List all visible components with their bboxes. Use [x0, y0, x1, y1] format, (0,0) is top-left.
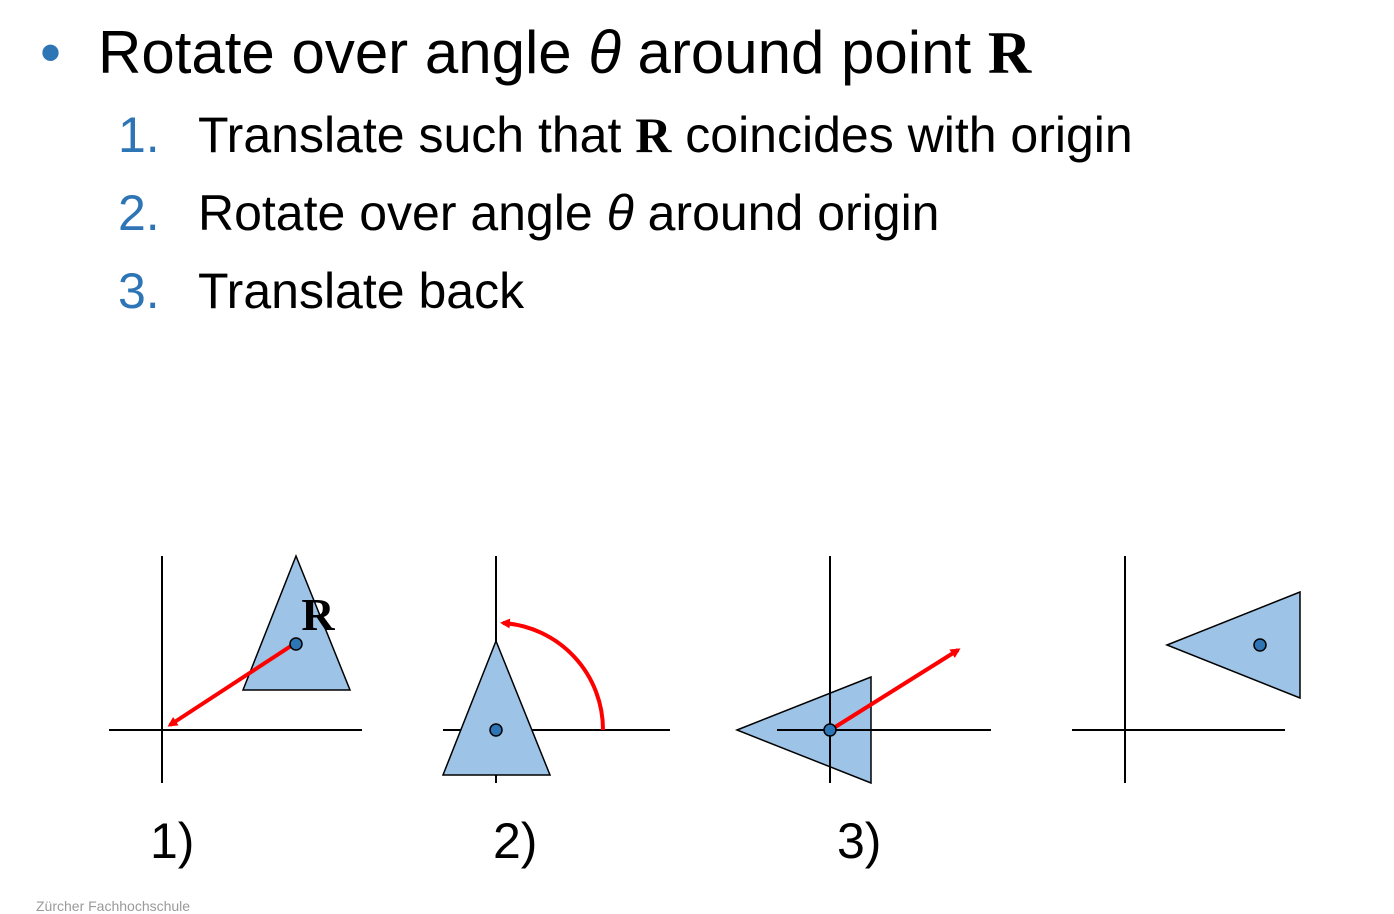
- step-3-text-pre: Translate back: [198, 263, 525, 319]
- heading-point-r: R: [987, 20, 1032, 86]
- heading-text-pre: Rotate over angle: [98, 19, 589, 86]
- heading-theta: θ: [588, 19, 621, 86]
- panel-3-label: 3): [837, 813, 882, 869]
- panel-2: [441, 556, 670, 783]
- panel-4: [1072, 556, 1301, 783]
- panel-1-triangle: [241, 553, 352, 691]
- panel-4-point-r: [1253, 638, 1267, 652]
- step-1-text-post: coincides with origin: [671, 107, 1133, 163]
- step-2-number: 2.: [118, 185, 160, 241]
- panel-1-point-r: [289, 637, 303, 651]
- step-1: 1. Translate such that R coincides with o…: [118, 106, 1133, 164]
- step-2: 2. Rotate over angle θ around origin: [118, 184, 939, 242]
- bullet-dot: •: [40, 19, 62, 86]
- panel-3: [734, 556, 991, 785]
- panel-3-translate-back-arrow: [830, 648, 961, 731]
- step-2-theta: θ: [606, 185, 634, 241]
- step-1-text-pre: Translate such that: [198, 107, 636, 163]
- footer-text: Zürcher Fachhochschule: [36, 898, 191, 914]
- heading-text-mid: around point: [620, 19, 988, 86]
- panel-4-triangle: [1164, 590, 1301, 700]
- panel-1-label: 1): [150, 813, 195, 869]
- step-1-number: 1.: [118, 107, 160, 163]
- step-1-point-r: R: [635, 107, 672, 163]
- step-3-number: 3.: [118, 263, 160, 319]
- step-3: 3. Translate back: [118, 262, 524, 320]
- main-bullet-heading: • Rotate over angle θ around point R: [40, 18, 1031, 88]
- panel-2-point-r: [489, 723, 503, 737]
- point-r-label: R: [301, 589, 335, 640]
- panel-3-point-r: [823, 723, 837, 737]
- step-2-text-pre: Rotate over angle: [198, 185, 607, 241]
- panel-2-triangle: [441, 638, 552, 776]
- panel-1: R: [109, 553, 362, 783]
- panel-2-label: 2): [493, 813, 538, 869]
- panel-2-rotation-arc: [500, 618, 606, 731]
- panel-1-translate-arrow: [167, 642, 296, 727]
- step-2-text-post: around origin: [633, 185, 940, 241]
